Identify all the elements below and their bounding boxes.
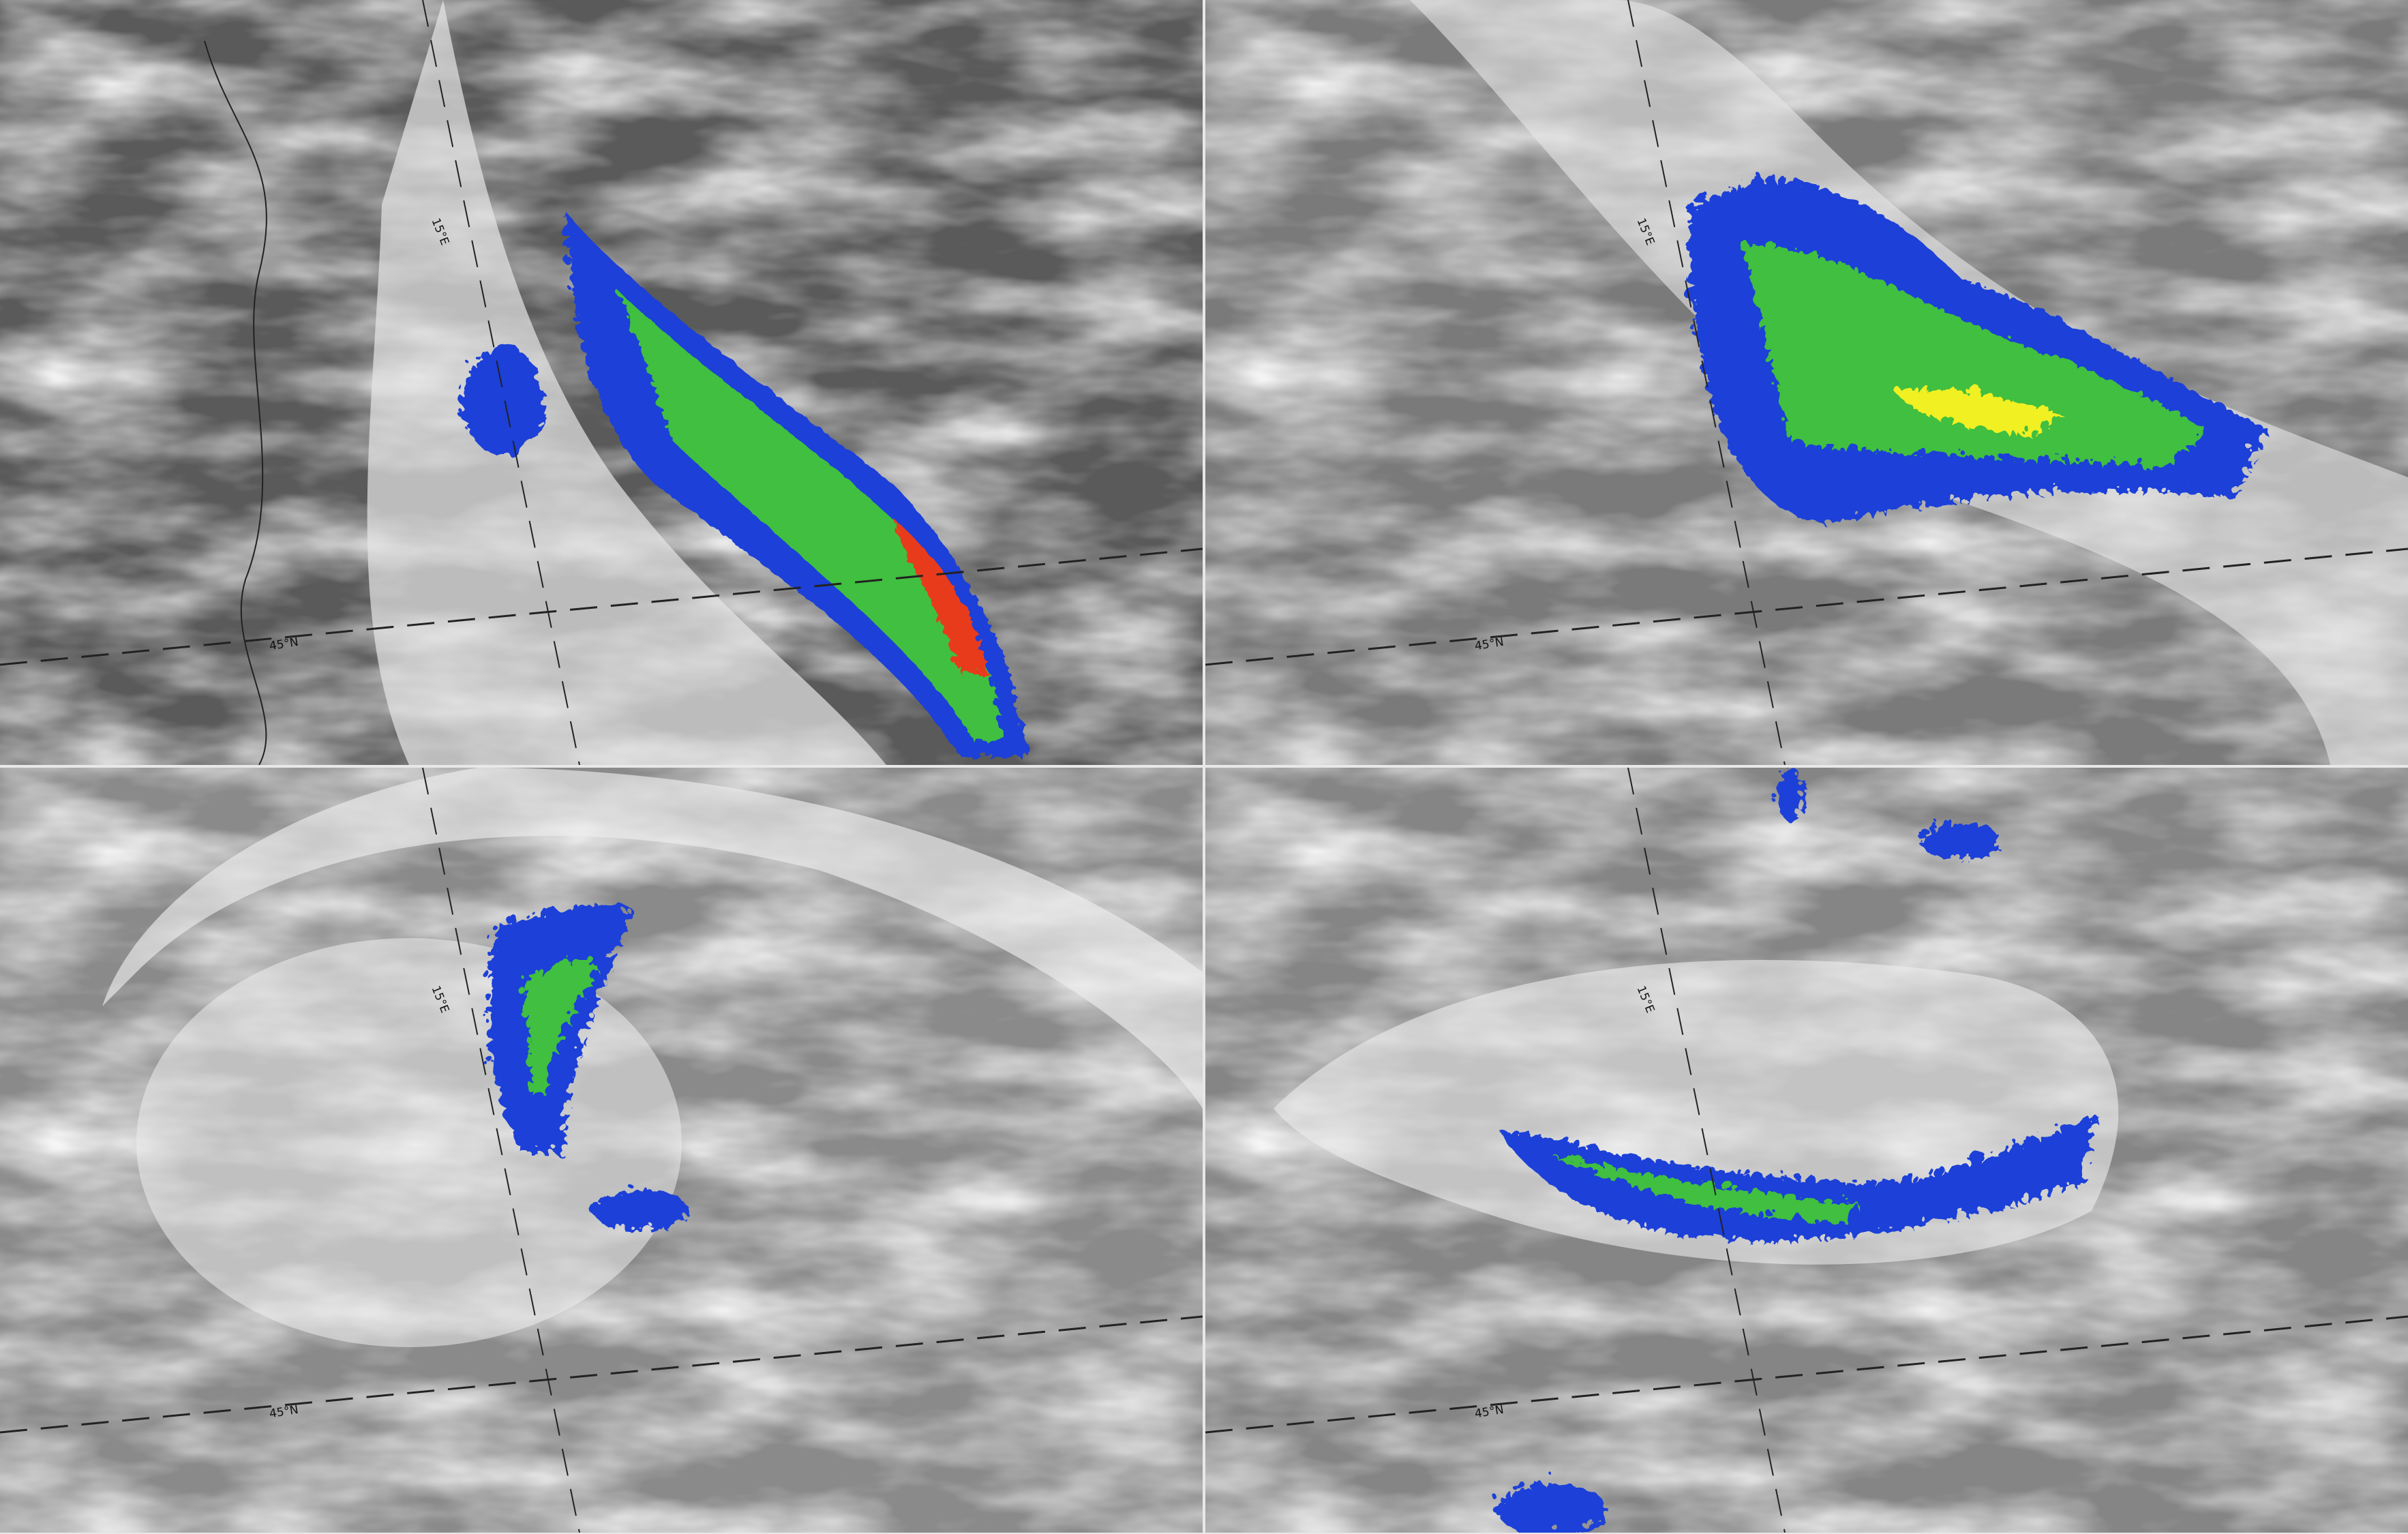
map-panel-bottom-right: 45°N 15°E <box>1205 768 2408 1533</box>
satellite-image <box>0 0 1203 765</box>
satellite-image <box>0 768 1203 1533</box>
precipitation-area <box>1683 175 2262 518</box>
precipitation-area <box>483 898 682 1224</box>
map-panel-top-left: 45°N 15°E <box>0 0 1203 765</box>
map-panel-bottom-left: 45°N 15°E <box>0 768 1203 1533</box>
satellite-image <box>1205 0 2408 765</box>
precipitation-band <box>457 205 1023 750</box>
precipitation-band <box>1492 768 2092 1531</box>
map-panel-top-right: 45°N 15°E <box>1205 0 2408 765</box>
satellite-image <box>1205 768 2408 1533</box>
